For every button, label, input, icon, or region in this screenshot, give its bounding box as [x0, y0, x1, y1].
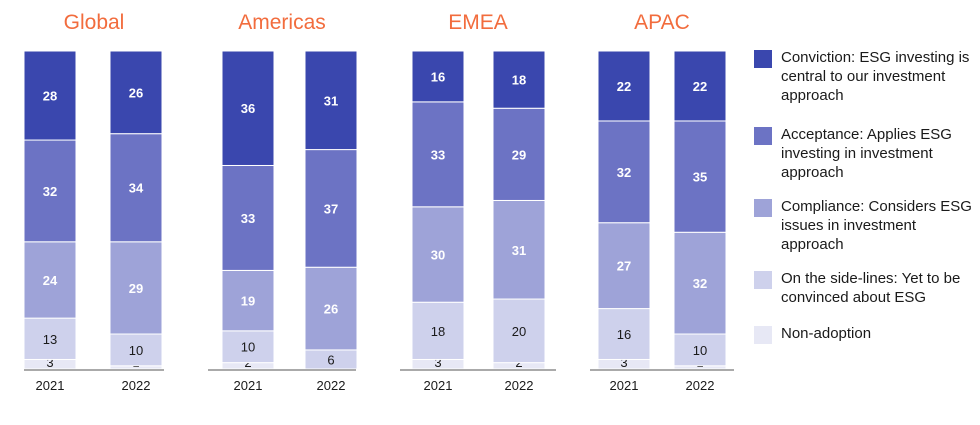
data-label-apac-2021-1: 16: [617, 327, 631, 342]
data-label-americas-2022-2: 26: [324, 302, 338, 317]
legend-swatch-acceptance: [754, 127, 772, 145]
x-tick-label-global-2021: 2021: [36, 378, 65, 393]
data-label-emea-2022-4: 18: [512, 73, 526, 88]
bar-segment-global-2021-1: [23, 317, 77, 360]
bar-segment-apac-2022-4: [673, 50, 727, 122]
legend-swatch-compliance: [754, 199, 772, 217]
data-label-global-2021-3: 32: [43, 184, 57, 199]
x-tick-label-emea-2022: 2022: [505, 378, 534, 393]
data-label-global-2021-2: 24: [43, 273, 58, 288]
data-label-apac-2022-4: 22: [693, 79, 707, 94]
data-label-americas-2021-2: 19: [241, 294, 255, 309]
panel-title-global: Global: [64, 11, 125, 34]
bar-segment-apac-2021-2: [597, 222, 651, 310]
data-label-apac-2021-3: 32: [617, 165, 631, 180]
bar-segment-americas-2021-3: [221, 164, 275, 271]
data-label-emea-2022-3: 29: [512, 147, 526, 162]
data-label-emea-2022-1: 20: [512, 324, 526, 339]
data-label-emea-2021-0: 3: [434, 355, 441, 370]
bar-segment-global-2021-3: [23, 139, 77, 243]
bar-segment-americas-2021-2: [221, 269, 275, 332]
stacked-bar-chart: Global31324322820211102934262022Americas…: [23, 11, 734, 393]
data-label-emea-2021-2: 30: [431, 248, 445, 263]
data-label-americas-2021-3: 33: [241, 211, 255, 226]
legend-swatch-side-lines: [754, 271, 772, 289]
data-label-emea-2021-3: 33: [431, 147, 445, 162]
bar-segment-emea-2021-2: [411, 206, 465, 303]
data-label-americas-2022-4: 31: [324, 93, 338, 108]
data-label-apac-2022-2: 32: [693, 276, 707, 291]
legend-label-conviction: Conviction: ESG investing is central to …: [781, 49, 970, 104]
legend-swatch-non-adoption: [754, 326, 772, 344]
bar-segment-emea-2022-2: [492, 199, 546, 300]
bar-segment-apac-2021-1: [597, 308, 651, 360]
data-label-global-2022-1: 10: [129, 343, 143, 358]
bar-segment-global-2022-4: [109, 50, 163, 135]
data-label-americas-2022-1: 6: [327, 352, 334, 367]
bar-segment-global-2022-2: [109, 241, 163, 335]
panel-title-apac: APAC: [634, 11, 690, 34]
bar-segment-global-2022-1: [109, 333, 163, 367]
bar-segment-emea-2021-1: [411, 301, 465, 360]
bar-segment-emea-2022-4: [492, 50, 546, 109]
legend-swatch-conviction: [754, 50, 772, 68]
legend-label-side-lines: On the side-lines: Yet to be convinced a…: [781, 270, 961, 306]
bar-segment-apac-2021-3: [597, 120, 651, 224]
data-label-americas-2021-1: 10: [241, 340, 255, 355]
data-label-apac-2021-4: 22: [617, 79, 631, 94]
bar-segment-americas-2021-1: [221, 330, 275, 364]
bar-segment-emea-2022-1: [492, 298, 546, 364]
data-label-apac-2022-1: 10: [693, 343, 707, 358]
data-label-apac-2021-2: 27: [617, 259, 631, 274]
bar-segment-emea-2021-3: [411, 101, 465, 208]
legend-label-acceptance: Acceptance: Applies ESG investing in inv…: [781, 126, 952, 181]
data-label-emea-2021-1: 18: [431, 324, 445, 339]
data-label-global-2022-2: 29: [129, 281, 143, 296]
data-label-americas-2022-3: 37: [324, 201, 338, 216]
data-label-emea-2022-2: 31: [512, 243, 526, 258]
panel-title-americas: Americas: [238, 11, 326, 34]
bar-segment-apac-2021-4: [597, 50, 651, 122]
bar-segment-global-2021-4: [23, 50, 77, 141]
x-tick-label-americas-2021: 2021: [234, 378, 263, 393]
x-tick-label-emea-2021: 2021: [424, 378, 453, 393]
bar-segment-emea-2021-4: [411, 50, 465, 103]
bar-segment-americas-2021-4: [221, 50, 275, 166]
bar-segment-apac-2022-2: [673, 231, 727, 335]
x-tick-label-global-2022: 2022: [122, 378, 151, 393]
legend-label-compliance: Compliance: Considers ESG issues in inve…: [781, 198, 972, 253]
bar-segment-global-2022-3: [109, 133, 163, 243]
x-tick-label-apac-2022: 2022: [686, 378, 715, 393]
data-label-americas-2021-4: 36: [241, 101, 255, 116]
data-label-global-2021-0: 3: [46, 355, 53, 370]
legend-label-non-adoption: Non-adoption: [781, 325, 872, 342]
bar-segment-emea-2022-3: [492, 107, 546, 201]
data-label-global-2022-4: 26: [129, 85, 143, 100]
data-label-apac-2022-3: 35: [693, 170, 707, 185]
bar-segment-americas-2022-4: [304, 50, 358, 151]
x-tick-label-americas-2022: 2022: [317, 378, 346, 393]
data-label-apac-2021-0: 3: [620, 355, 627, 370]
data-label-global-2021-4: 28: [43, 89, 57, 104]
data-label-global-2021-1: 13: [43, 332, 57, 347]
x-tick-label-apac-2021: 2021: [610, 378, 639, 393]
panel-title-emea: EMEA: [448, 11, 508, 34]
data-label-emea-2021-4: 16: [431, 69, 445, 84]
bar-segment-americas-2022-2: [304, 266, 358, 351]
data-label-global-2022-3: 34: [129, 181, 144, 196]
